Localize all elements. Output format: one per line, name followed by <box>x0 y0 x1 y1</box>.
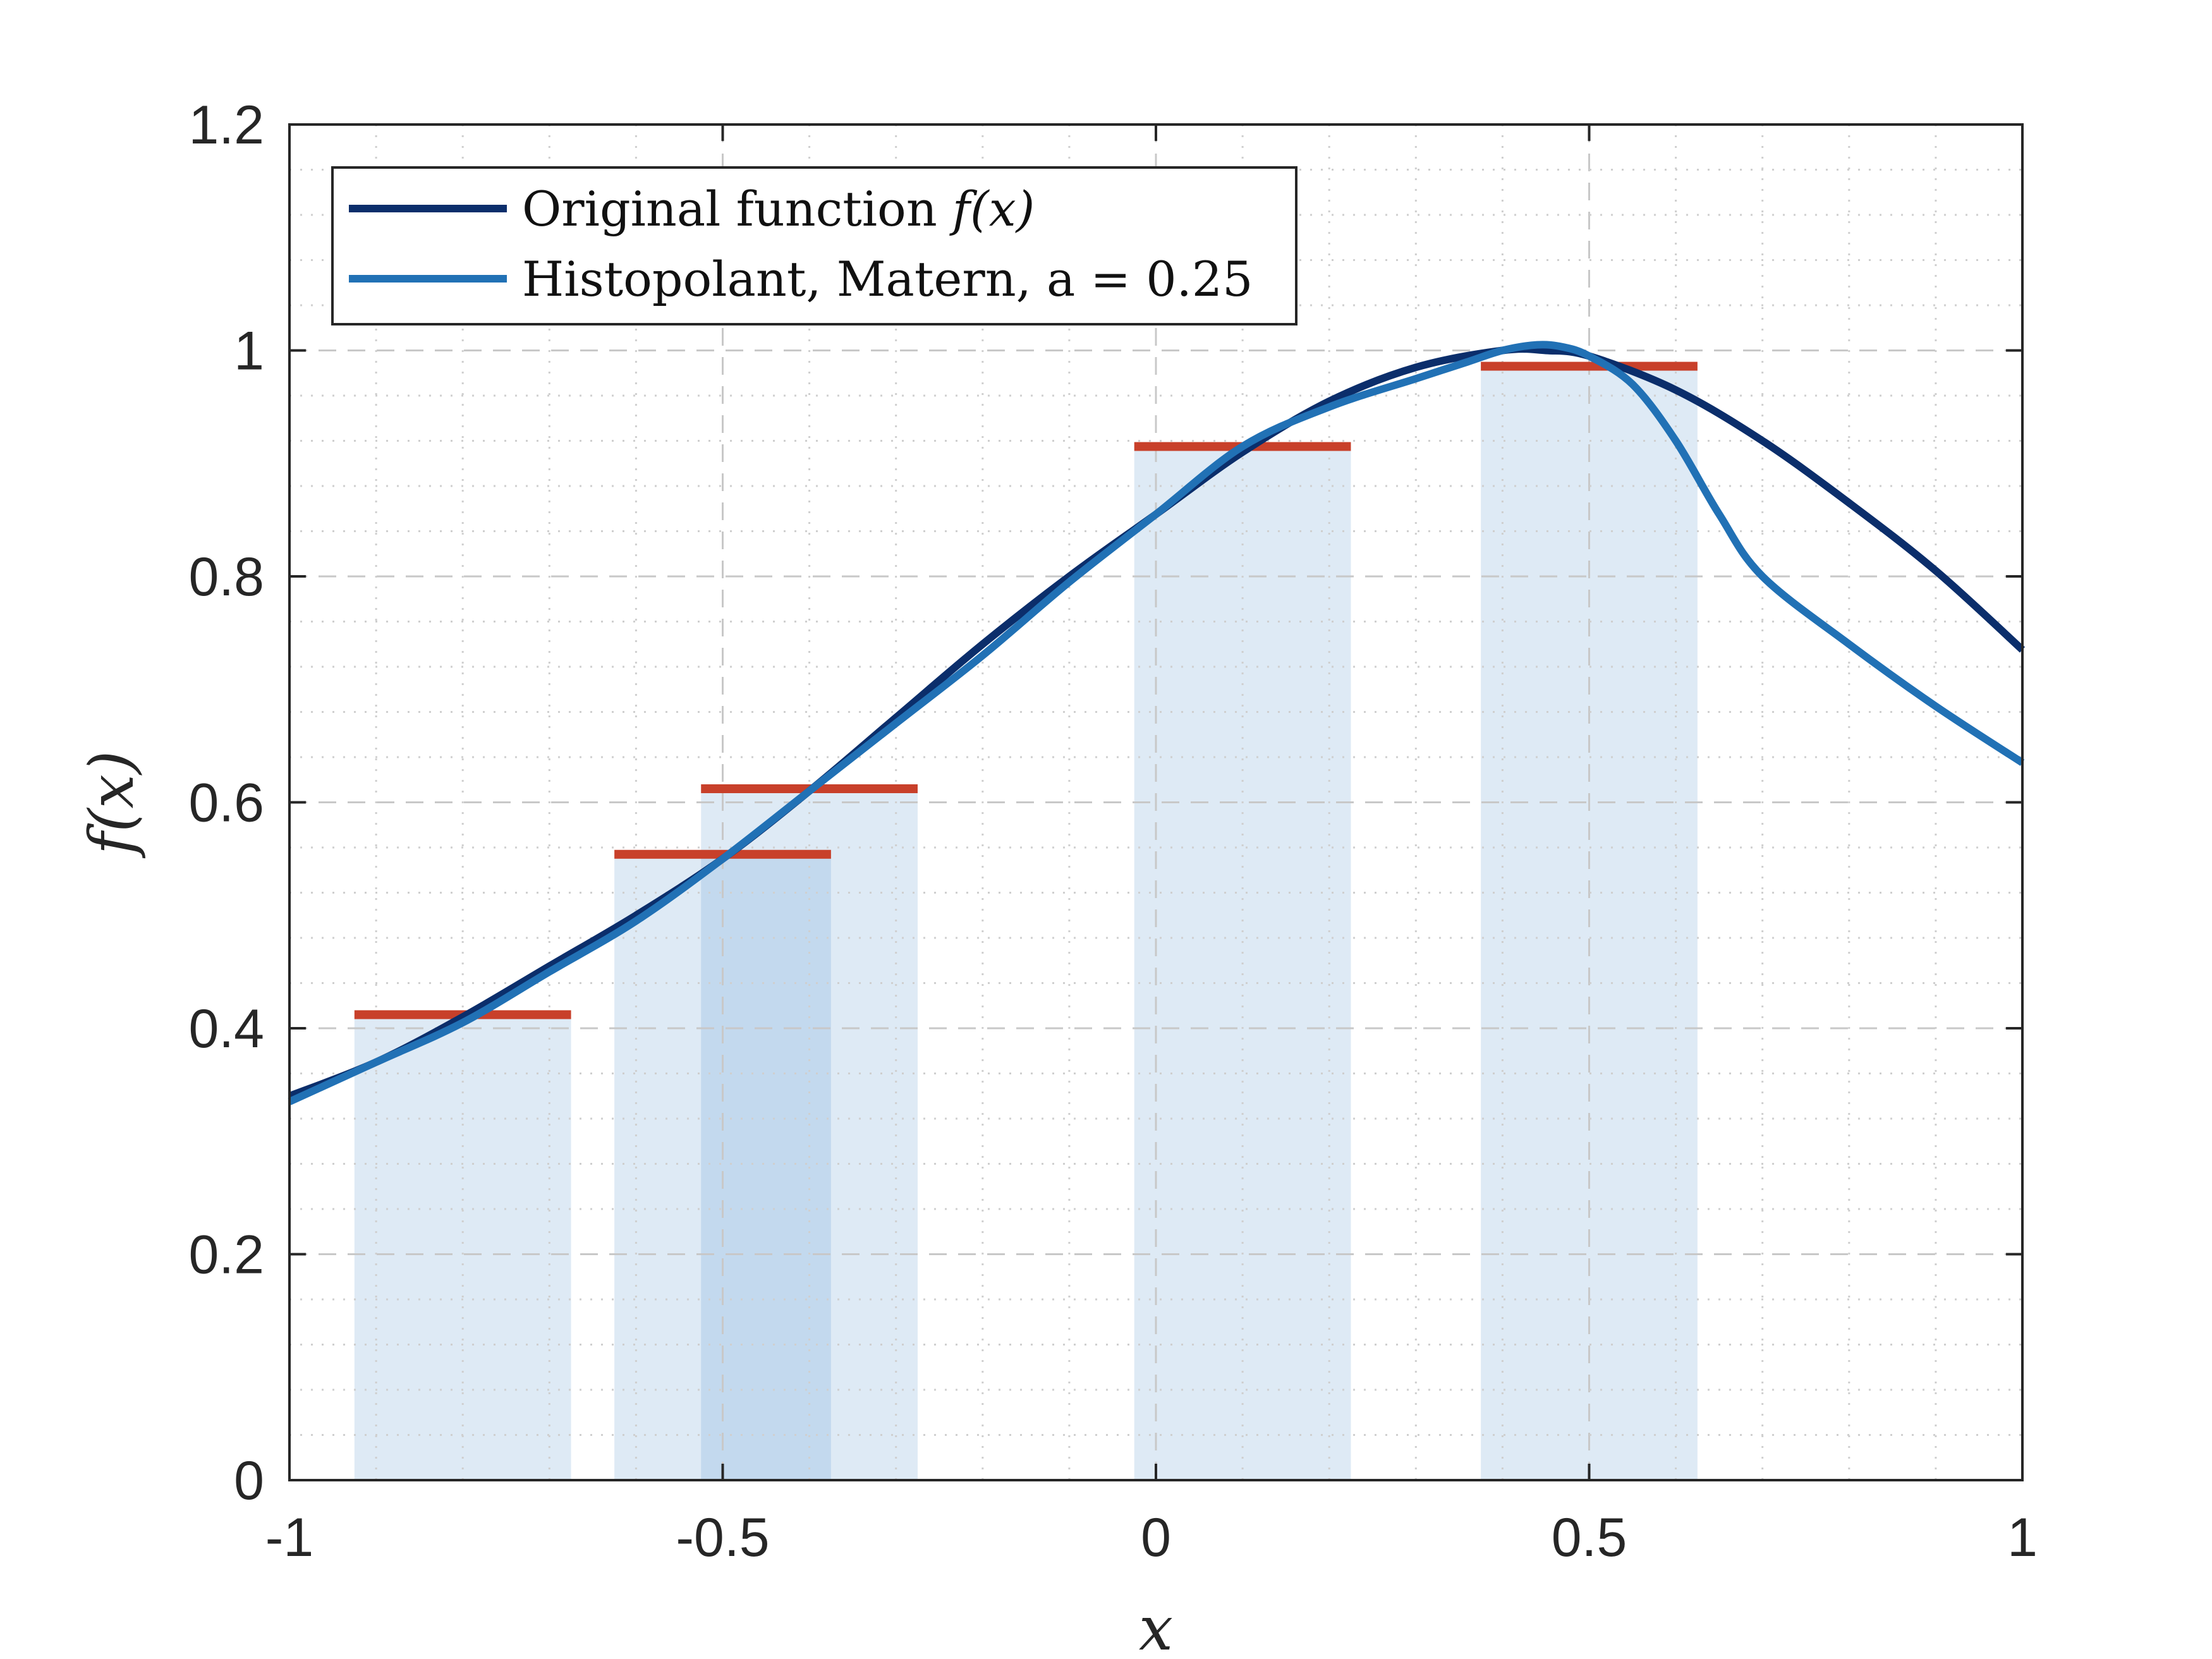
legend: Original function f(x) Histopolant, Mate… <box>331 166 1297 325</box>
x-tick-label: 0 <box>1141 1507 1171 1568</box>
x-tick-label: -1 <box>265 1507 313 1568</box>
y-tick-label: 0.2 <box>188 1225 264 1285</box>
y-tick-label: 1.2 <box>188 95 264 155</box>
histogram-bar-overlap <box>701 854 831 1480</box>
histogram-bar <box>354 1014 571 1480</box>
x-tick-label: 1 <box>2007 1507 2038 1568</box>
legend-box <box>331 166 1297 325</box>
y-tick-label: 0 <box>234 1450 264 1511</box>
grid-lines <box>289 125 2022 1480</box>
series-line-histopolant <box>288 341 2025 1105</box>
tick-labels: -1 -0.5 0 0.5 1 0 0.2 0.4 0.6 0.8 1 1.2 <box>188 95 2037 1568</box>
y-tick-label: 0.4 <box>188 999 264 1059</box>
legend-label-original-math: f(x) <box>949 181 1035 237</box>
x-tick-label: 0.5 <box>1552 1507 1627 1568</box>
axis-ticks <box>288 123 2024 1481</box>
y-tick-label: 1 <box>234 321 264 382</box>
series-lines <box>288 341 2026 1105</box>
legend-label-original-text: Original function <box>522 181 952 237</box>
y-axis-label: f(x) <box>76 751 147 859</box>
x-axis-label: x <box>1139 1593 1173 1659</box>
legend-label-histopolant: Histopolant, Matern, a = 0.25 <box>522 251 1253 307</box>
x-tick-label: -0.5 <box>676 1507 769 1568</box>
y-tick-label: 0.6 <box>188 773 264 834</box>
legend-label-original: Original function f(x) <box>522 181 1035 237</box>
y-tick-label: 0.8 <box>188 547 264 607</box>
